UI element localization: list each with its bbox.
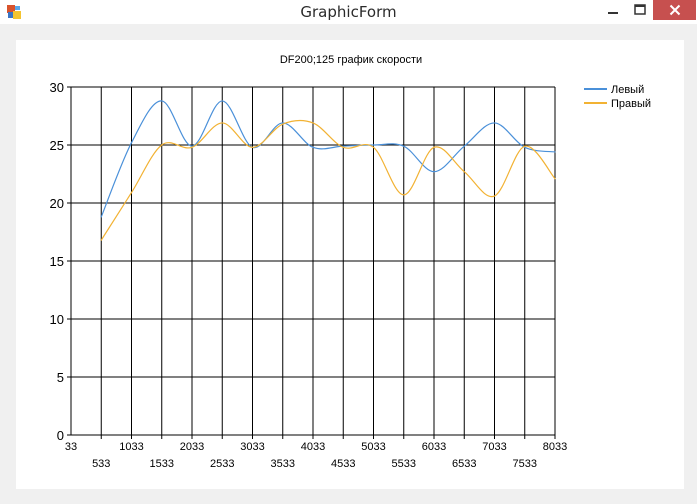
data-point	[463, 171, 465, 173]
x-tick-label: 6033	[422, 441, 446, 453]
data-point	[524, 146, 526, 148]
data-point	[282, 123, 284, 125]
app-icon	[7, 5, 21, 19]
data-point	[100, 216, 102, 218]
x-tick-label: 2533	[210, 458, 234, 470]
data-point	[554, 151, 556, 153]
data-point	[403, 194, 405, 196]
title-bar[interactable]: GraphicForm	[0, 0, 697, 24]
x-tick-label: 2033	[180, 441, 204, 453]
data-point	[130, 191, 133, 194]
data-point	[342, 145, 344, 147]
data-point	[463, 145, 465, 147]
x-tick-label: 4033	[301, 441, 325, 453]
x-tick-label: 533	[92, 458, 110, 470]
speed-chart: DF200;125 график скорости 05101520253033…	[50, 54, 652, 470]
close-icon	[669, 4, 680, 16]
y-tick-label: 15	[50, 254, 64, 269]
y-tick-label: 0	[57, 428, 64, 443]
data-point	[342, 146, 344, 148]
data-point	[191, 145, 193, 147]
chart-area: DF200;125 график скорости 0 5 10 15 20 25 30 33…	[16, 40, 684, 489]
data-point	[433, 146, 435, 148]
x-tick-label: 7033	[482, 441, 506, 453]
data-point	[433, 171, 435, 173]
x-tick-label: 5533	[392, 458, 416, 470]
data-point	[161, 144, 163, 146]
x-tick-label: 1533	[150, 458, 174, 470]
x-tick-label: 3533	[271, 458, 295, 470]
y-tick-label: 10	[50, 312, 64, 327]
minimize-icon	[607, 12, 618, 14]
y-tick-label: 25	[50, 138, 64, 153]
data-point	[403, 145, 405, 147]
x-tick-label: 6533	[452, 458, 476, 470]
minimize-button[interactable]	[599, 0, 626, 20]
maximize-button[interactable]	[626, 0, 653, 20]
data-point	[493, 195, 496, 197]
data-point	[372, 146, 375, 148]
data-point	[554, 178, 556, 180]
data-point	[130, 142, 133, 144]
data-point	[191, 146, 193, 148]
data-point	[221, 100, 223, 102]
data-point	[282, 122, 284, 124]
data-point	[372, 144, 375, 146]
y-tick-label: 20	[50, 196, 64, 211]
window-title: GraphicForm	[300, 3, 397, 21]
close-button[interactable]	[653, 0, 696, 20]
maximize-icon	[633, 4, 646, 15]
legend-label: Левый	[611, 84, 644, 96]
x-tick-label: 5033	[361, 441, 385, 453]
y-tick-label: 30	[50, 80, 64, 95]
data-point	[312, 146, 314, 148]
data-point	[493, 122, 496, 124]
data-point	[251, 146, 254, 148]
data-point	[524, 145, 526, 147]
legend-label: Правый	[611, 98, 651, 110]
data-point	[100, 239, 102, 241]
data-point	[221, 122, 223, 124]
series-line-left	[100, 100, 556, 218]
series-line-right	[100, 119, 556, 241]
data-point	[161, 100, 163, 102]
data-point	[312, 122, 314, 124]
x-tick-label: 4533	[331, 458, 355, 470]
x-tick-label: 8033	[543, 441, 567, 453]
x-tick-label: 33	[65, 441, 77, 453]
x-tick-label: 3033	[240, 441, 264, 453]
x-tick-label: 7533	[513, 458, 537, 470]
chart-title: DF200;125 график скорости	[280, 54, 422, 66]
legend: Левый Правый	[584, 84, 651, 110]
x-tick-label: 1033	[119, 441, 143, 453]
y-tick-label: 5	[57, 370, 64, 385]
